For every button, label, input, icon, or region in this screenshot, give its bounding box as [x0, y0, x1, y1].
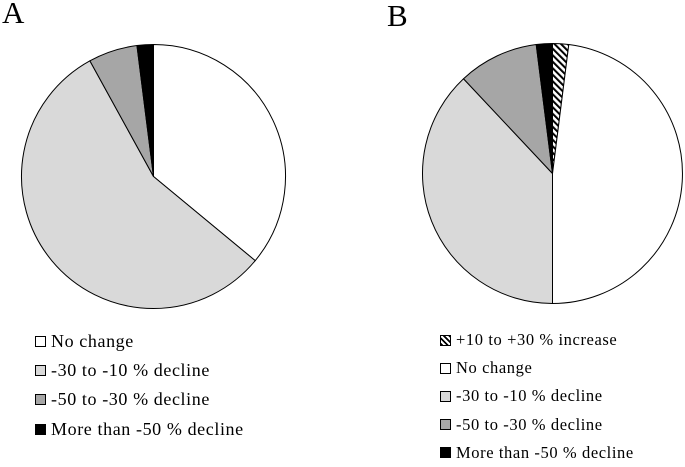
- pie-slice-more-than-50-decline: [136, 44, 154, 177]
- legend-item-no-change: No change: [440, 354, 634, 382]
- panel-label-a: A: [2, 0, 25, 30]
- legend-swatch-icon: [35, 336, 46, 348]
- legend-label: -50 to -30 % decline: [456, 414, 603, 434]
- pie-slice-30-to-10-decline: [21, 60, 256, 309]
- legend-item-30-to-10-decline: -30 to -10 % decline: [440, 382, 634, 410]
- legend-b: +10 to +30 % increase No change -30 to -10…: [440, 326, 634, 467]
- panel-label-b: B: [387, 0, 408, 33]
- legend-item-50-to-30-decline: -50 to -30 % decline: [440, 411, 634, 439]
- legend-label: More than -50 % decline: [456, 442, 634, 462]
- legend-item-no-change: No change: [35, 327, 244, 356]
- legend-item-more-than-50-decline: More than -50 % decline: [440, 439, 634, 467]
- legend-swatch-icon: [440, 419, 451, 431]
- legend-swatch-icon: [35, 394, 46, 406]
- pie-chart-b: [422, 43, 683, 304]
- legend-item-10-to-30-increase: +10 to +30 % increase: [440, 326, 634, 354]
- pie-chart-a: [21, 44, 286, 309]
- legend-label: +10 to +30 % increase: [456, 330, 618, 350]
- legend-swatch-icon: [440, 390, 451, 402]
- legend-label: No change: [51, 331, 134, 352]
- legend-label: More than -50 % decline: [51, 418, 244, 439]
- legend-a: No change -30 to -10 % decline -50 to -30 …: [35, 327, 244, 444]
- pie-slice-no-change: [153, 44, 286, 262]
- legend-swatch-icon: [35, 423, 46, 435]
- legend-swatch-hatch-icon: [440, 334, 451, 346]
- legend-swatch-icon: [440, 447, 451, 459]
- pie-slice-30-to-10-decline: [422, 78, 553, 304]
- legend-label: -30 to -10 % decline: [51, 360, 210, 381]
- legend-item-50-to-30-decline: -50 to -30 % decline: [35, 385, 244, 414]
- legend-swatch-icon: [35, 365, 46, 377]
- pie-slice-more-than-50-decline: [535, 43, 553, 174]
- pie-slice-no-change: [552, 44, 683, 304]
- legend-label: -30 to -10 % decline: [456, 386, 603, 406]
- legend-label: No change: [456, 358, 533, 378]
- pie-slice-50-to-30-decline: [463, 44, 553, 174]
- legend-label: -50 to -30 % decline: [51, 389, 210, 410]
- legend-swatch-icon: [440, 362, 451, 374]
- legend-item-more-than-50-decline: More than -50 % decline: [35, 415, 244, 444]
- legend-item-30-to-10-decline: -30 to -10 % decline: [35, 356, 244, 385]
